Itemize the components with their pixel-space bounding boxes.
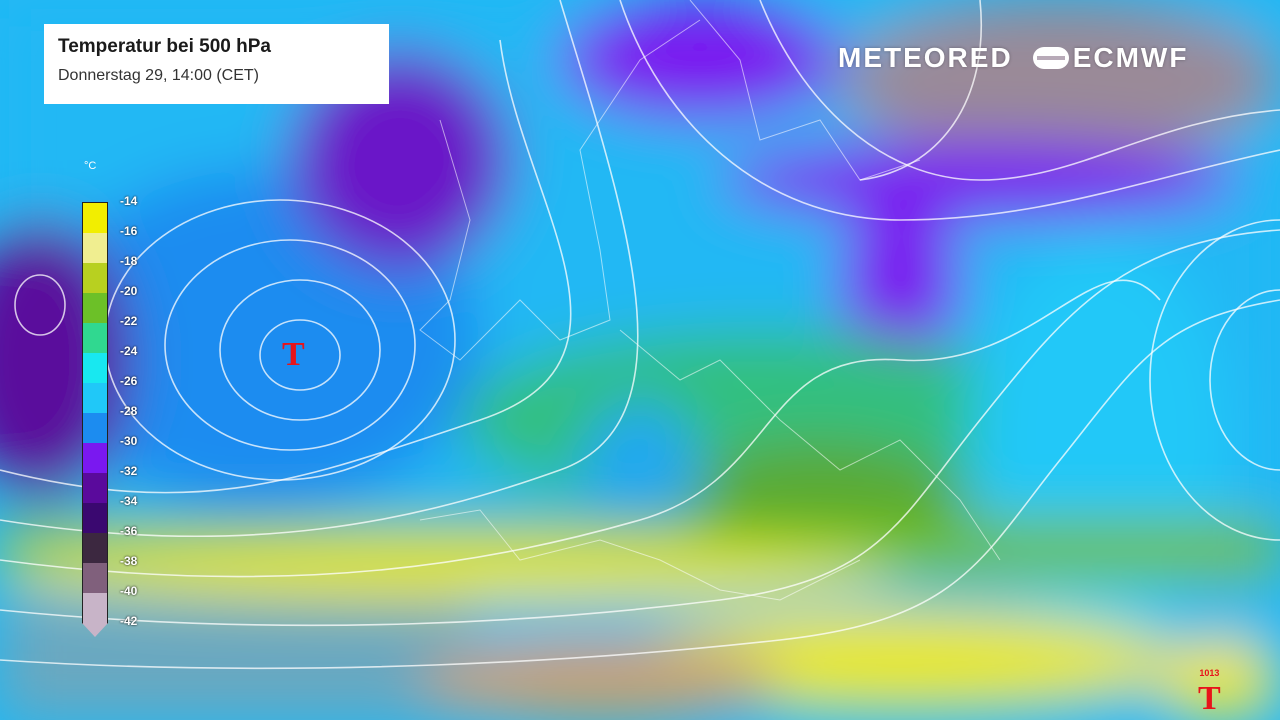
legend-swatch xyxy=(83,383,107,413)
isobars xyxy=(0,0,1280,670)
legend-tick-label: -26 xyxy=(120,374,138,388)
meteored-logo: METEORED xyxy=(838,42,1013,73)
legend-tick-label: -28 xyxy=(120,404,138,418)
legend-tick-label: -22 xyxy=(120,314,138,328)
legend-swatch xyxy=(83,533,107,563)
legend-tick-label: -18 xyxy=(120,254,138,268)
map-title: Temperatur bei 500 hPa xyxy=(58,36,271,57)
logos: METEORED ECMWF xyxy=(838,42,1188,74)
legend-swatch xyxy=(83,563,107,593)
legend-swatch xyxy=(83,323,107,353)
legend-swatch xyxy=(83,473,107,503)
legend-swatch xyxy=(83,503,107,533)
legend-swatch xyxy=(83,593,107,623)
map-timestamp: Donnerstag 29, 14:00 (CET) xyxy=(58,67,259,84)
legend-tick-label: -24 xyxy=(120,344,138,358)
legend-tick-label: -32 xyxy=(120,464,138,478)
low-pressure-symbol: T xyxy=(282,336,305,373)
legend-swatch xyxy=(83,293,107,323)
coastlines xyxy=(419,0,1001,601)
legend-tick-label: -14 xyxy=(120,194,138,208)
legend-tick-label: -42 xyxy=(120,614,138,628)
title-box: Temperatur bei 500 hPa Donnerstag 29, 14… xyxy=(44,24,389,104)
legend-swatch xyxy=(83,263,107,293)
ecmwf-logo: ECMWF xyxy=(1032,42,1189,74)
low-pressure-symbol: T xyxy=(1198,680,1221,717)
legend-color-bar xyxy=(82,202,108,624)
legend-swatch xyxy=(83,443,107,473)
legend-swatch xyxy=(83,353,107,383)
legend-tick-label: -34 xyxy=(120,494,138,508)
legend-swatch xyxy=(83,233,107,263)
legend-arrow-icon xyxy=(82,623,108,637)
ecmwf-text: ECMWF xyxy=(1072,42,1189,73)
legend-tick-label: -30 xyxy=(120,434,138,448)
legend-swatch xyxy=(83,413,107,443)
low-pressure-center: 1013 T xyxy=(1198,668,1221,718)
legend-unit: °C xyxy=(84,160,97,172)
legend-tick-label: -38 xyxy=(120,554,138,568)
legend-swatch xyxy=(83,203,107,233)
legend-tick-label: -36 xyxy=(120,524,138,538)
low-pressure-center: T xyxy=(282,334,305,374)
ecmwf-mark-icon xyxy=(1032,47,1069,69)
legend-tick-label: -40 xyxy=(120,584,138,598)
pressure-value: 1013 xyxy=(1199,668,1220,678)
legend-tick-label: -20 xyxy=(120,284,138,298)
legend-tick-label: -16 xyxy=(120,224,138,238)
